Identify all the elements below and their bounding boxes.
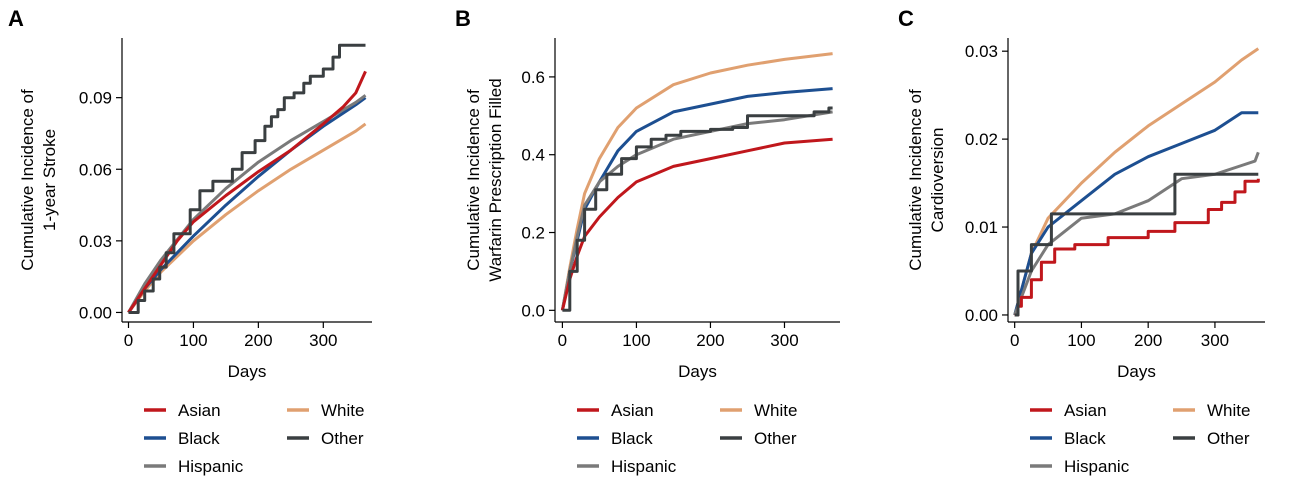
legend-label-asian: Asian [1064, 401, 1107, 420]
legend: Asian Black Hispanic White Other [144, 401, 364, 476]
y-axis-label-line: Cumulative Incidence of [464, 89, 483, 271]
legend-label-other: Other [754, 429, 797, 448]
y-axis-label-line: Cardioversion [928, 128, 947, 233]
x-tick-label: 100 [622, 331, 650, 350]
legend-label-white: White [754, 401, 797, 420]
legend-label-asian: Asian [178, 401, 221, 420]
series-line-asian [560, 137, 833, 311]
panel-letter: C [898, 6, 914, 31]
x-tick-label: 300 [309, 331, 337, 350]
legend-label-black: Black [611, 429, 653, 448]
y-axis-label-line: Warfarin Prescription Filled [486, 78, 505, 281]
series-line-black [127, 96, 367, 314]
series-line-hispanic [127, 94, 367, 314]
y-tick-label: 0.6 [521, 68, 545, 87]
x-tick-label: 200 [696, 331, 724, 350]
legend-label-hispanic: Hispanic [178, 457, 244, 476]
legend-label-asian: Asian [611, 401, 654, 420]
y-tick-label: 0.00 [965, 306, 998, 325]
series-line-other [562, 106, 833, 312]
y-tick-label: 0.00 [79, 303, 112, 322]
series-line-asian [1014, 178, 1260, 317]
y-axis-label-line: Cumulative Incidence of [906, 89, 925, 271]
y-tick-label: 0.09 [79, 89, 112, 108]
legend: Asian Black Hispanic White Other [577, 401, 797, 476]
x-tick-label: 200 [244, 331, 272, 350]
y-tick-label: 0.03 [79, 232, 112, 251]
x-tick-label: 100 [1067, 331, 1095, 350]
series-line-other [128, 43, 366, 314]
legend-label-hispanic: Hispanic [1064, 457, 1130, 476]
y-tick-label: 0.06 [79, 160, 112, 179]
x-tick-label: 300 [770, 331, 798, 350]
panel-b: B 0.0 0.2 0.4 0.6 0 100 200 300 Days Cumulative In… [455, 6, 840, 476]
legend-label-white: White [321, 401, 364, 420]
legend-label-other: Other [321, 429, 364, 448]
series-line-white [1013, 47, 1260, 316]
panel-c: C 0.00 0.01 0.02 0.03 0 100 200 300 Days Cumulativ… [898, 6, 1265, 476]
series-line-asian [127, 70, 367, 314]
x-axis-label: Days [1117, 362, 1156, 381]
series-line-black [1013, 111, 1259, 316]
y-tick-label: 0.0 [521, 301, 545, 320]
series-line-white [560, 52, 833, 311]
x-tick-label: 0 [558, 331, 567, 350]
legend-label-hispanic: Hispanic [611, 457, 677, 476]
x-tick-label: 200 [1134, 331, 1162, 350]
legend-label-other: Other [1207, 429, 1250, 448]
x-tick-label: 0 [1010, 331, 1019, 350]
series-line-black [560, 87, 833, 311]
x-axis-label: Days [678, 362, 717, 381]
y-tick-label: 0.4 [521, 146, 545, 165]
y-tick-label: 0.2 [521, 224, 545, 243]
y-tick-label: 0.01 [965, 218, 998, 237]
series-line-other [1014, 172, 1259, 317]
x-axis-label: Days [228, 362, 267, 381]
panel-letter: A [8, 6, 24, 31]
panel-letter: B [455, 6, 471, 31]
legend: Asian Black Hispanic White Other [1030, 401, 1250, 476]
y-tick-label: 0.03 [965, 42, 998, 61]
x-tick-label: 0 [124, 331, 133, 350]
panel-a: A 0.00 0.03 0.06 0.09 0 100 200 300 Days Cumulativ… [8, 6, 372, 476]
y-tick-label: 0.02 [965, 130, 998, 149]
y-axis-label-line: 1-year Stroke [40, 129, 59, 231]
legend-label-white: White [1207, 401, 1250, 420]
legend-label-black: Black [178, 429, 220, 448]
x-tick-label: 300 [1201, 331, 1229, 350]
legend-label-black: Black [1064, 429, 1106, 448]
y-axis-label-line: Cumulative Incidence of [18, 89, 37, 271]
series-line-hispanic [1013, 151, 1260, 316]
x-tick-label: 100 [179, 331, 207, 350]
